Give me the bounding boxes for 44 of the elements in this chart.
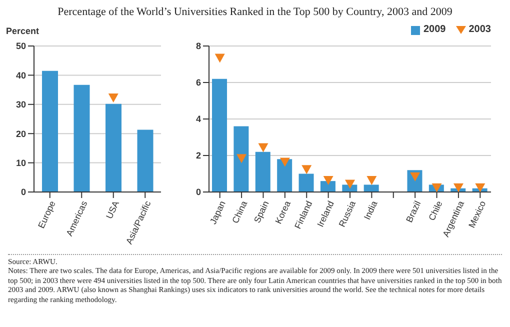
bar (106, 104, 122, 192)
bar (137, 130, 154, 192)
bar (234, 126, 249, 192)
point (302, 165, 312, 174)
y-tick-label: 2 (196, 150, 201, 161)
y-tick-label: 0 (196, 187, 201, 198)
y-tick-label: 40 (16, 70, 26, 80)
x-tick-label: Brazil (404, 199, 423, 224)
y-tick-label: 8 (196, 41, 201, 52)
y-tick-label: 10 (16, 158, 26, 168)
bar (320, 181, 336, 192)
x-tick-label: USA (104, 199, 121, 220)
x-tick-label: India (362, 199, 380, 222)
bar (364, 184, 379, 192)
x-tick-label: Japan (208, 199, 228, 226)
x-tick-label: Chile (426, 199, 444, 222)
point (323, 176, 334, 186)
bar (298, 174, 314, 192)
y-tick-label: 50 (16, 41, 26, 52)
x-tick-label: China (230, 199, 250, 225)
point (214, 54, 225, 63)
point (366, 176, 377, 186)
y-tick-label: 6 (196, 78, 201, 88)
point (236, 154, 247, 164)
bar (74, 84, 90, 192)
y-tick-label: 4 (196, 114, 201, 124)
legend-label: 2009 (422, 24, 446, 35)
point (432, 183, 442, 192)
y-tick-label: 30 (16, 100, 26, 110)
bar (277, 159, 292, 192)
point (475, 183, 486, 192)
y-tick-label: 0 (20, 187, 26, 198)
point (345, 180, 355, 189)
bar (42, 70, 58, 192)
bar (255, 152, 270, 192)
x-tick-label: Spain (252, 199, 271, 224)
point (258, 143, 268, 152)
y-tick-label: 20 (16, 128, 26, 139)
y-axis-title: Percent (6, 26, 40, 36)
text: Percentage of the World’s Universities Ranked in the Top 500 by Country, 2003 and 2009 (56, 6, 454, 18)
bar (212, 78, 227, 192)
point (453, 183, 464, 192)
point (280, 158, 290, 167)
legend-label: 2003 (468, 24, 491, 35)
